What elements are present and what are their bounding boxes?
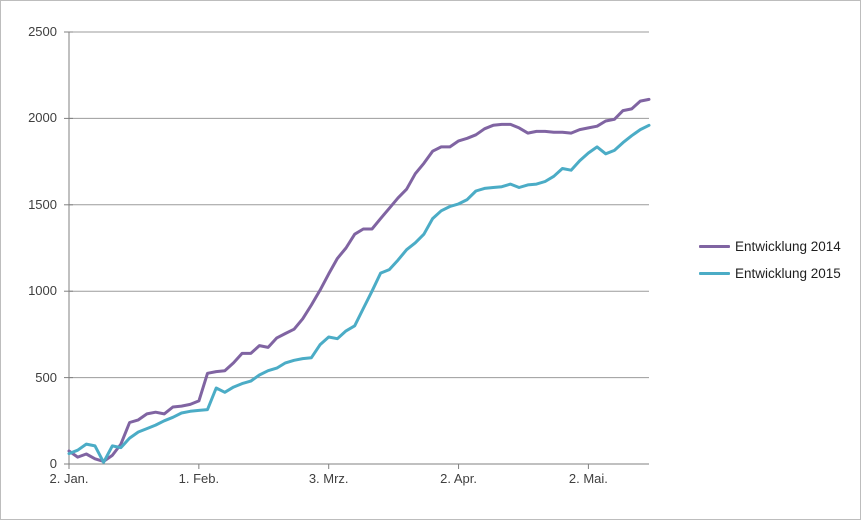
legend-label-2015: Entwicklung 2015 (735, 266, 841, 281)
legend-line-swatch-2014 (699, 245, 730, 248)
legend-line-swatch-2015 (699, 272, 730, 275)
x-axis-tick-label-2-apr-: 2. Apr. (440, 471, 477, 486)
legend-label-2014: Entwicklung 2014 (735, 239, 841, 254)
x-axis-tick-label-3-mrz-: 3. Mrz. (308, 471, 349, 486)
x-axis-tick-label-2-jan-: 2. Jan. (49, 471, 89, 486)
x-axis-tick-label-2-mai-: 2. Mai. (568, 471, 608, 486)
legend-item-entwicklung-2014[interactable]: Entwicklung 2014 (699, 238, 841, 255)
y-axis-tick-label-0: 0 (49, 456, 57, 471)
y-axis-tick-label-1000: 1000 (28, 283, 57, 299)
legend-item-entwicklung-2015[interactable]: Entwicklung 2015 (699, 265, 841, 282)
x-axis-tick-label-1-feb-: 1. Feb. (178, 471, 220, 486)
y-axis-tick-label-2000: 2000 (28, 110, 57, 126)
legend: Entwicklung 2014 Entwicklung 2015 (699, 238, 841, 282)
y-axis-tick-label-2500: 2500 (28, 24, 57, 39)
y-axis-tick-label-1500: 1500 (28, 196, 57, 212)
series-line-entwicklung-2015[interactable] (67, 123, 651, 464)
series-line-entwicklung-2014[interactable] (67, 97, 651, 463)
y-axis-tick-label-500: 500 (35, 369, 57, 385)
